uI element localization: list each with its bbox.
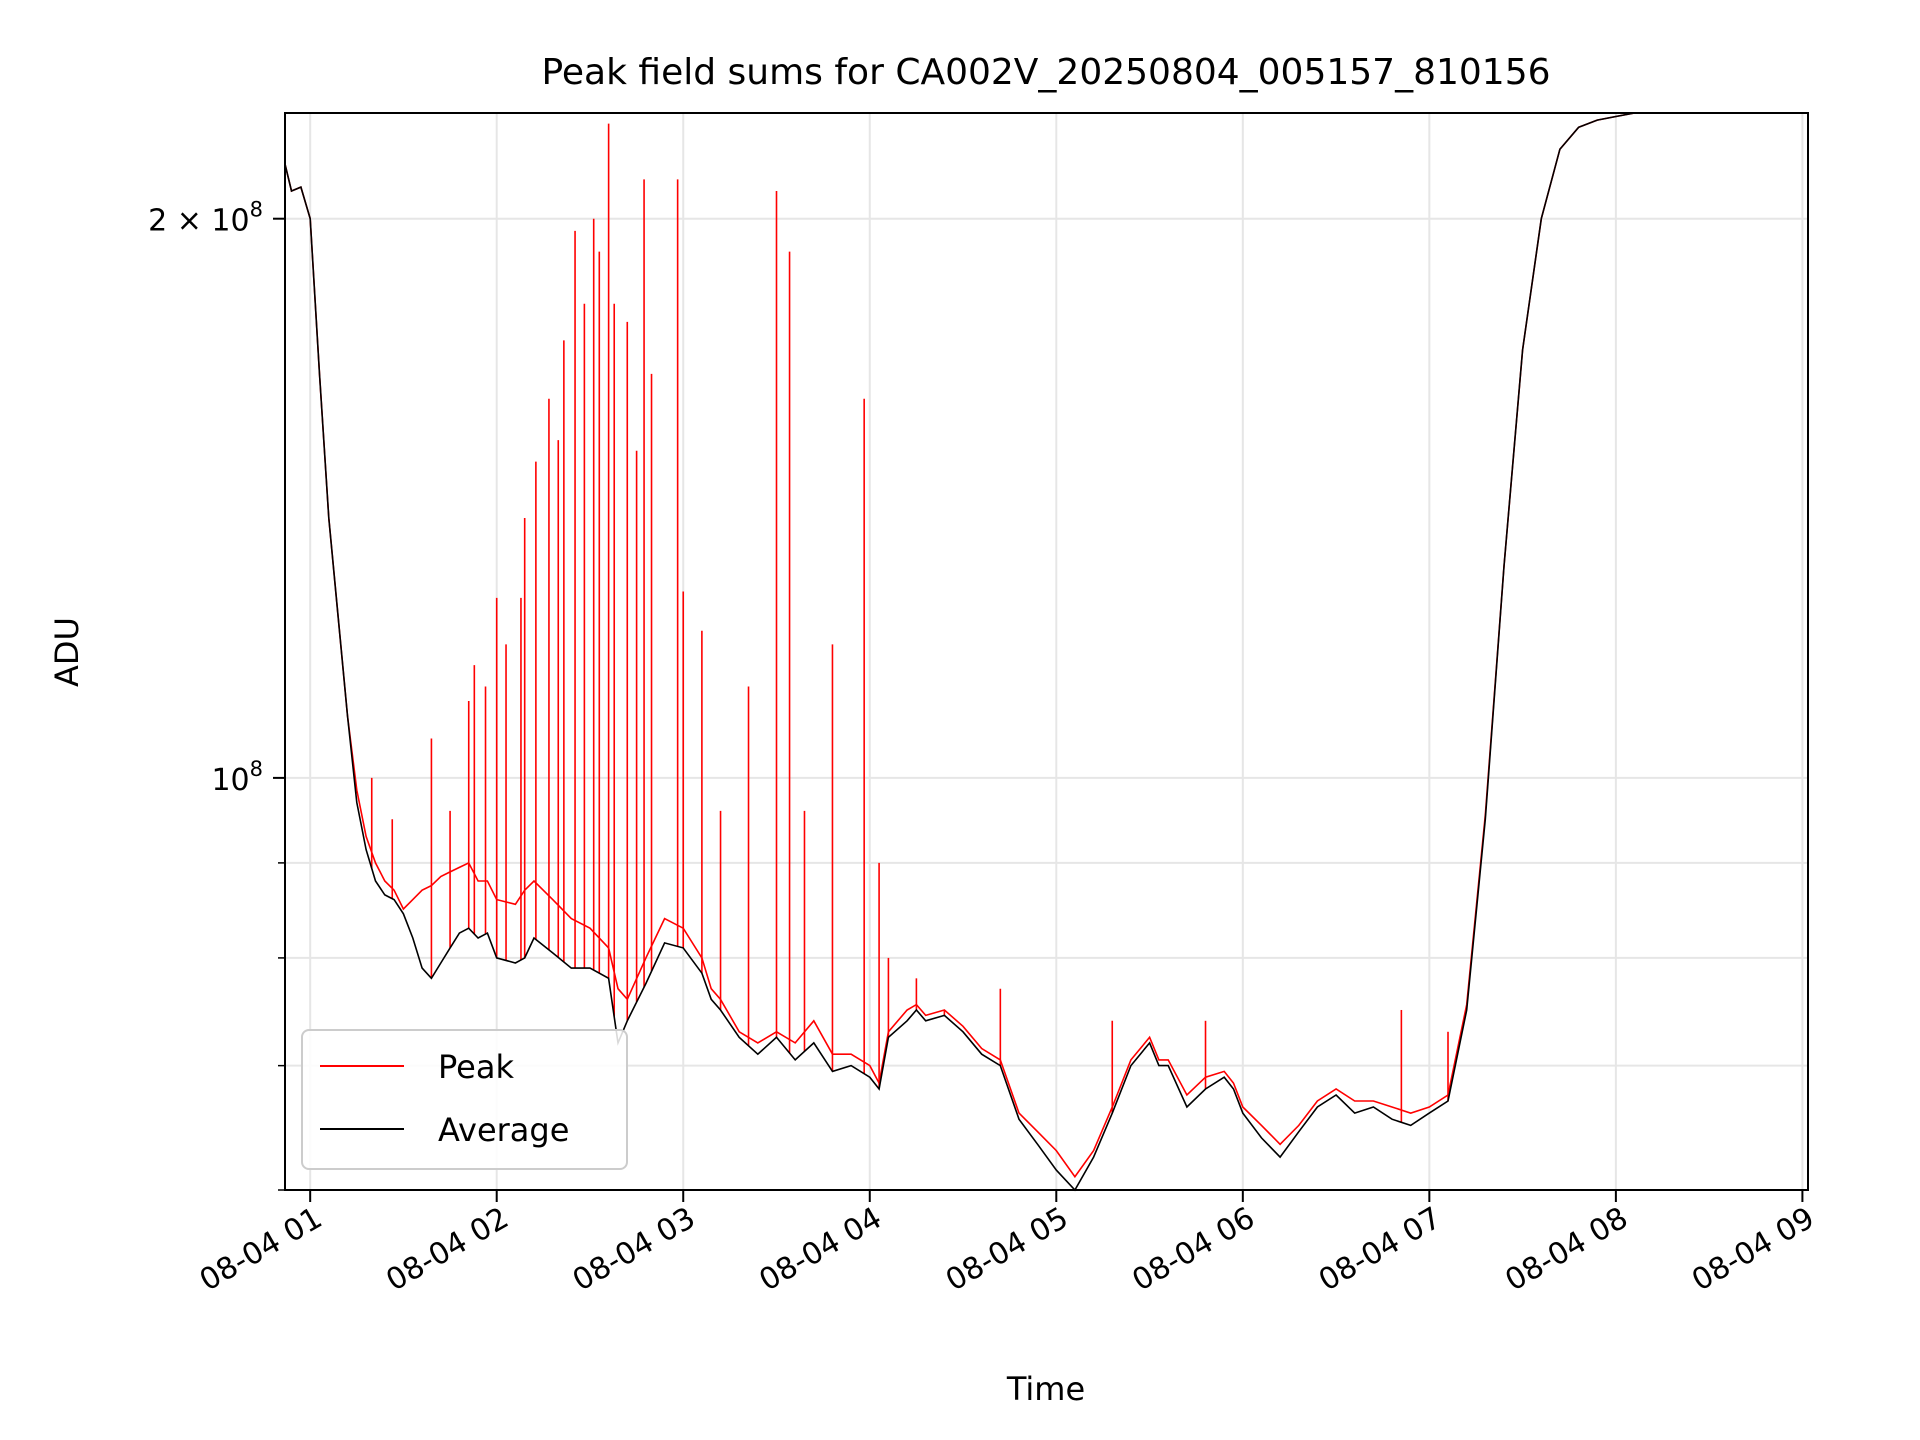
- y-tick-label-exponent: 8: [250, 198, 263, 222]
- y-axis-label: ADU: [48, 617, 86, 687]
- y-tick-label-base: 2 × 10: [148, 204, 249, 239]
- plot-area-frame: [284, 112, 1809, 1191]
- legend-box: [301, 1029, 628, 1170]
- y-tick-label-exponent: 8: [250, 757, 263, 781]
- chart-title: Peak field sums for CA002V_20250804_0051…: [541, 52, 1550, 93]
- y-tick-label: 2 × 108: [148, 198, 263, 239]
- x-axis-label: Time: [1006, 1370, 1085, 1408]
- legend-label-peak: Peak: [438, 1048, 514, 1086]
- y-tick-label: 108: [211, 757, 263, 798]
- legend: Peak Average: [301, 1029, 628, 1170]
- legend-label-average: Average: [438, 1111, 569, 1149]
- series-average-line: [284, 112, 1808, 1192]
- y-tick-label-base: 10: [211, 763, 249, 798]
- series-layer: [284, 112, 1808, 1192]
